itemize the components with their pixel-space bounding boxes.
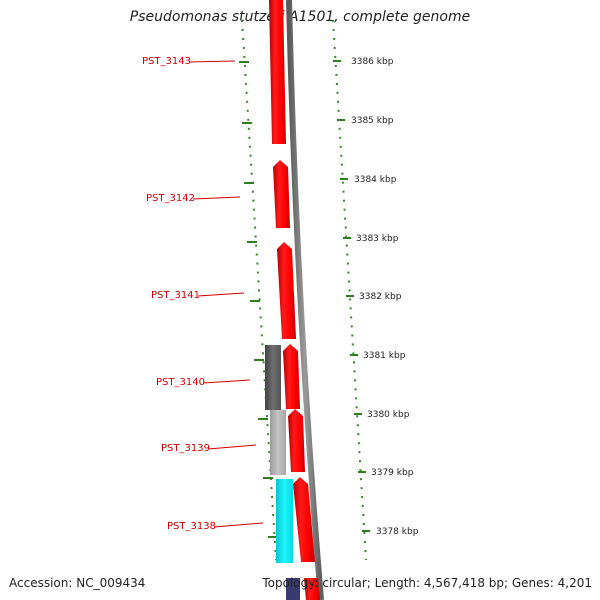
gene-label-leaders xyxy=(188,60,264,528)
tick-label: 3384 kbp xyxy=(354,175,397,185)
feature-block-cyan[interactable] xyxy=(276,479,293,563)
gene-arrow-pst-3142[interactable] xyxy=(273,160,290,228)
outer-dotted-track xyxy=(332,19,367,561)
feature-block-navy[interactable] xyxy=(286,578,300,600)
gene-arrow-pst-3143[interactable] xyxy=(269,0,286,144)
gene-label-pst-3140: PST_3140 xyxy=(156,377,205,388)
tick-label: 3383 kbp xyxy=(356,234,399,244)
tick-label: 3385 kbp xyxy=(351,116,394,126)
tick-label: 3378 kbp xyxy=(376,527,419,537)
gene-label-pst-3139: PST_3139 xyxy=(161,443,210,454)
gene-arrow-pst-3140[interactable] xyxy=(283,344,300,409)
feature-block-light-gray[interactable] xyxy=(270,410,286,475)
tick-label: 3381 kbp xyxy=(363,351,406,361)
gene-label-pst-3138: PST_3138 xyxy=(167,521,216,532)
topology-text: Topology: circular; Length: 4,567,418 bp… xyxy=(262,576,592,590)
outer-tick-marks xyxy=(333,60,370,532)
gene-label-pst-3142: PST_3142 xyxy=(146,193,195,204)
gene-label-pst-3143: PST_3143 xyxy=(142,56,191,67)
map-title: Pseudomonas stutzeri A1501, complete gen… xyxy=(129,9,471,25)
gene-arrow-partial[interactable] xyxy=(304,578,320,600)
gene-arrow-pst-3138[interactable] xyxy=(293,477,315,562)
tick-label: 3380 kbp xyxy=(367,410,410,420)
genome-backbone xyxy=(286,0,324,600)
accession-text: Accession: NC_009434 xyxy=(9,576,146,590)
tick-label: 3382 kbp xyxy=(359,292,402,302)
tick-label: 3379 kbp xyxy=(371,468,414,478)
feature-block-dark-gray[interactable] xyxy=(265,345,281,410)
gene-arrow-pst-3139[interactable] xyxy=(288,409,305,472)
tick-label: 3386 kbp xyxy=(351,57,394,67)
gene-label-pst-3141: PST_3141 xyxy=(151,290,200,301)
gene-arrow-pst-3141[interactable] xyxy=(277,242,296,339)
